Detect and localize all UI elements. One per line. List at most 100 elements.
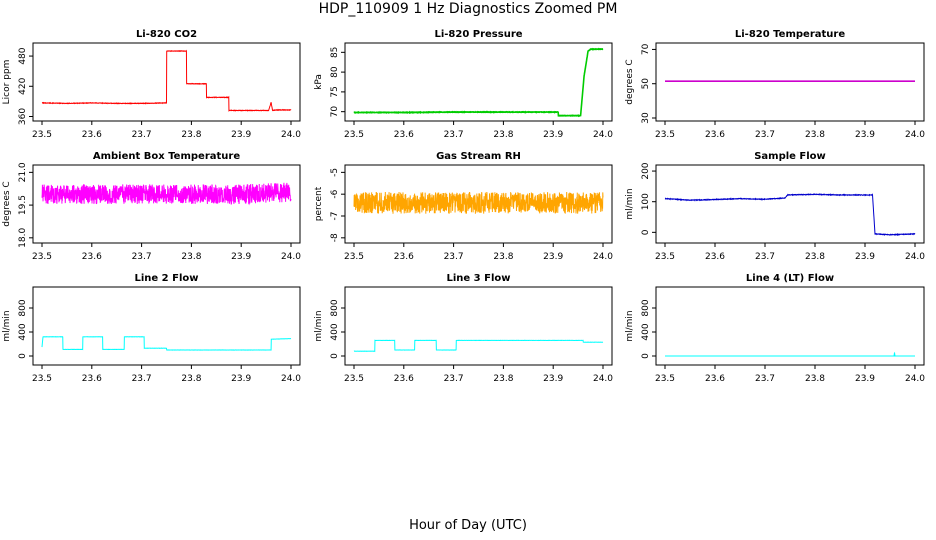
plot-frame: [32, 164, 301, 244]
x-tick-label: 23.9: [231, 130, 251, 140]
y-tick-label: 0: [330, 353, 340, 359]
panel-2: Li-820 Pressure kPa 70 75 80 85 23.5 23.6 23.7 23…: [314, 29, 613, 140]
x-tick-label: 23.6: [394, 374, 414, 384]
panel-title: Sample Flow: [754, 151, 826, 162]
y-tick-label: 100: [641, 193, 651, 210]
x-tick-label: 23.7: [755, 252, 775, 262]
x-tick-label: 23.9: [855, 252, 875, 262]
y-tick-label: 400: [641, 323, 651, 340]
x-tick-label: 23.9: [855, 130, 875, 140]
x-tick-label: 23.7: [132, 130, 152, 140]
x-tick-label: 23.9: [543, 374, 563, 384]
x-tick-label: 23.9: [231, 374, 251, 384]
y-tick-label: 19.5: [18, 195, 28, 215]
y-tick-label: 70: [330, 106, 340, 118]
x-tick-label: 23.5: [32, 374, 52, 384]
y-tick-label: 70: [641, 43, 651, 55]
plot-frame: [344, 286, 613, 366]
series-line: [665, 351, 916, 357]
x-tick-label: 24.0: [593, 252, 613, 262]
panel-5: Gas Stream RH percent -8 -7 -6 -5 23.5 23.6 23.7…: [314, 151, 613, 262]
x-axis-title: Hour of Day (UTC): [409, 518, 527, 533]
series-line: [41, 49, 292, 112]
x-tick-label: 23.5: [32, 130, 52, 140]
series-line: [353, 339, 604, 353]
x-tick-label: 23.6: [394, 130, 414, 140]
plot-frame: [32, 286, 301, 366]
x-tick-label: 23.5: [655, 130, 675, 140]
y-tick-label: 480: [18, 47, 28, 64]
panel-title: Line 3 Flow: [447, 273, 511, 284]
x-tick-label: 24.0: [593, 130, 613, 140]
x-tick-label: 24.0: [281, 130, 301, 140]
x-tick-label: 23.6: [705, 252, 725, 262]
y-axis-label: ml/min: [2, 310, 12, 341]
y-axis-label: ml/min: [314, 310, 324, 341]
y-axis-label: kPa: [314, 74, 324, 90]
x-tick-label: 23.5: [655, 374, 675, 384]
plot-frame: [655, 286, 925, 366]
panel-3: Li-820 Temperature degrees C 30 50 70 23.5 23.…: [625, 29, 925, 140]
panel-4: Ambient Box Temperature degrees C 18.0 19.5…: [2, 151, 301, 262]
series-line: [353, 191, 604, 214]
panel-1: Li-820 CO2 Licor ppm 360 420 480 23.5 23.6 23.7…: [2, 29, 301, 140]
x-tick-label: 23.7: [755, 374, 775, 384]
x-tick-label: 23.7: [444, 374, 464, 384]
y-tick-label: 0: [18, 353, 28, 359]
y-tick-label: -7: [330, 212, 340, 221]
plot-frame: [344, 164, 613, 244]
series-line: [41, 182, 292, 206]
panel-title: Li-820 Temperature: [735, 29, 845, 40]
plot-frame: [32, 42, 301, 122]
panel-9: Line 4 (LT) Flow ml/min 0 400 800 23.5 23.6 23.…: [625, 273, 925, 384]
x-tick-label: 23.8: [181, 374, 201, 384]
x-tick-label: 23.5: [344, 252, 364, 262]
x-tick-label: 23.7: [132, 252, 152, 262]
x-tick-label: 23.5: [655, 252, 675, 262]
panel-6: Sample Flow ml/min 0 100 200 23.5 23.6 23.7 23.8…: [625, 151, 925, 262]
panel-title: Gas Stream RH: [436, 151, 521, 162]
x-tick-label: 23.6: [705, 374, 725, 384]
y-tick-label: 800: [641, 299, 651, 316]
panel-8: Line 3 Flow ml/min 0 400 800 23.5 23.6 23.7 23.8…: [314, 273, 613, 384]
y-tick-label: -8: [330, 233, 340, 242]
x-tick-label: 23.6: [82, 252, 102, 262]
panel-title: Li-820 Pressure: [434, 29, 522, 40]
y-tick-label: -5: [330, 168, 340, 177]
y-axis-label: ml/min: [625, 188, 635, 219]
y-tick-label: 800: [18, 299, 28, 316]
x-tick-label: 24.0: [281, 374, 301, 384]
y-tick-label: 30: [641, 112, 651, 124]
x-tick-label: 23.8: [805, 252, 825, 262]
y-tick-label: 420: [18, 77, 28, 94]
series-line: [664, 192, 916, 237]
y-tick-label: 0: [641, 229, 651, 235]
y-axis-label: degrees C: [625, 59, 635, 104]
y-tick-label: 75: [330, 86, 340, 97]
x-tick-label: 23.8: [493, 130, 513, 140]
y-axis-label: Licor ppm: [2, 60, 12, 105]
y-tick-label: 18.0: [18, 228, 28, 248]
figure-title: HDP_110909 1 Hz Diagnostics Zoomed PM: [318, 1, 618, 17]
plot-frame: [655, 42, 925, 122]
x-tick-label: 23.6: [82, 130, 102, 140]
x-tick-label: 23.9: [231, 252, 251, 262]
y-axis-label: ml/min: [625, 310, 635, 341]
x-tick-label: 23.7: [132, 374, 152, 384]
x-tick-label: 23.5: [344, 130, 364, 140]
series-line: [41, 336, 292, 351]
x-tick-label: 23.9: [855, 374, 875, 384]
x-tick-label: 23.7: [444, 252, 464, 262]
plot-frame: [655, 164, 925, 244]
x-tick-label: 23.5: [344, 374, 364, 384]
x-tick-label: 23.8: [493, 252, 513, 262]
plot-frame: [344, 42, 613, 122]
panel-title: Line 4 (LT) Flow: [746, 273, 834, 284]
y-tick-label: 360: [18, 108, 28, 125]
panel-title: Li-820 CO2: [136, 29, 197, 40]
x-tick-label: 23.5: [32, 252, 52, 262]
y-tick-label: -6: [330, 189, 340, 198]
panel-title: Ambient Box Temperature: [93, 151, 240, 162]
x-tick-label: 23.8: [805, 374, 825, 384]
